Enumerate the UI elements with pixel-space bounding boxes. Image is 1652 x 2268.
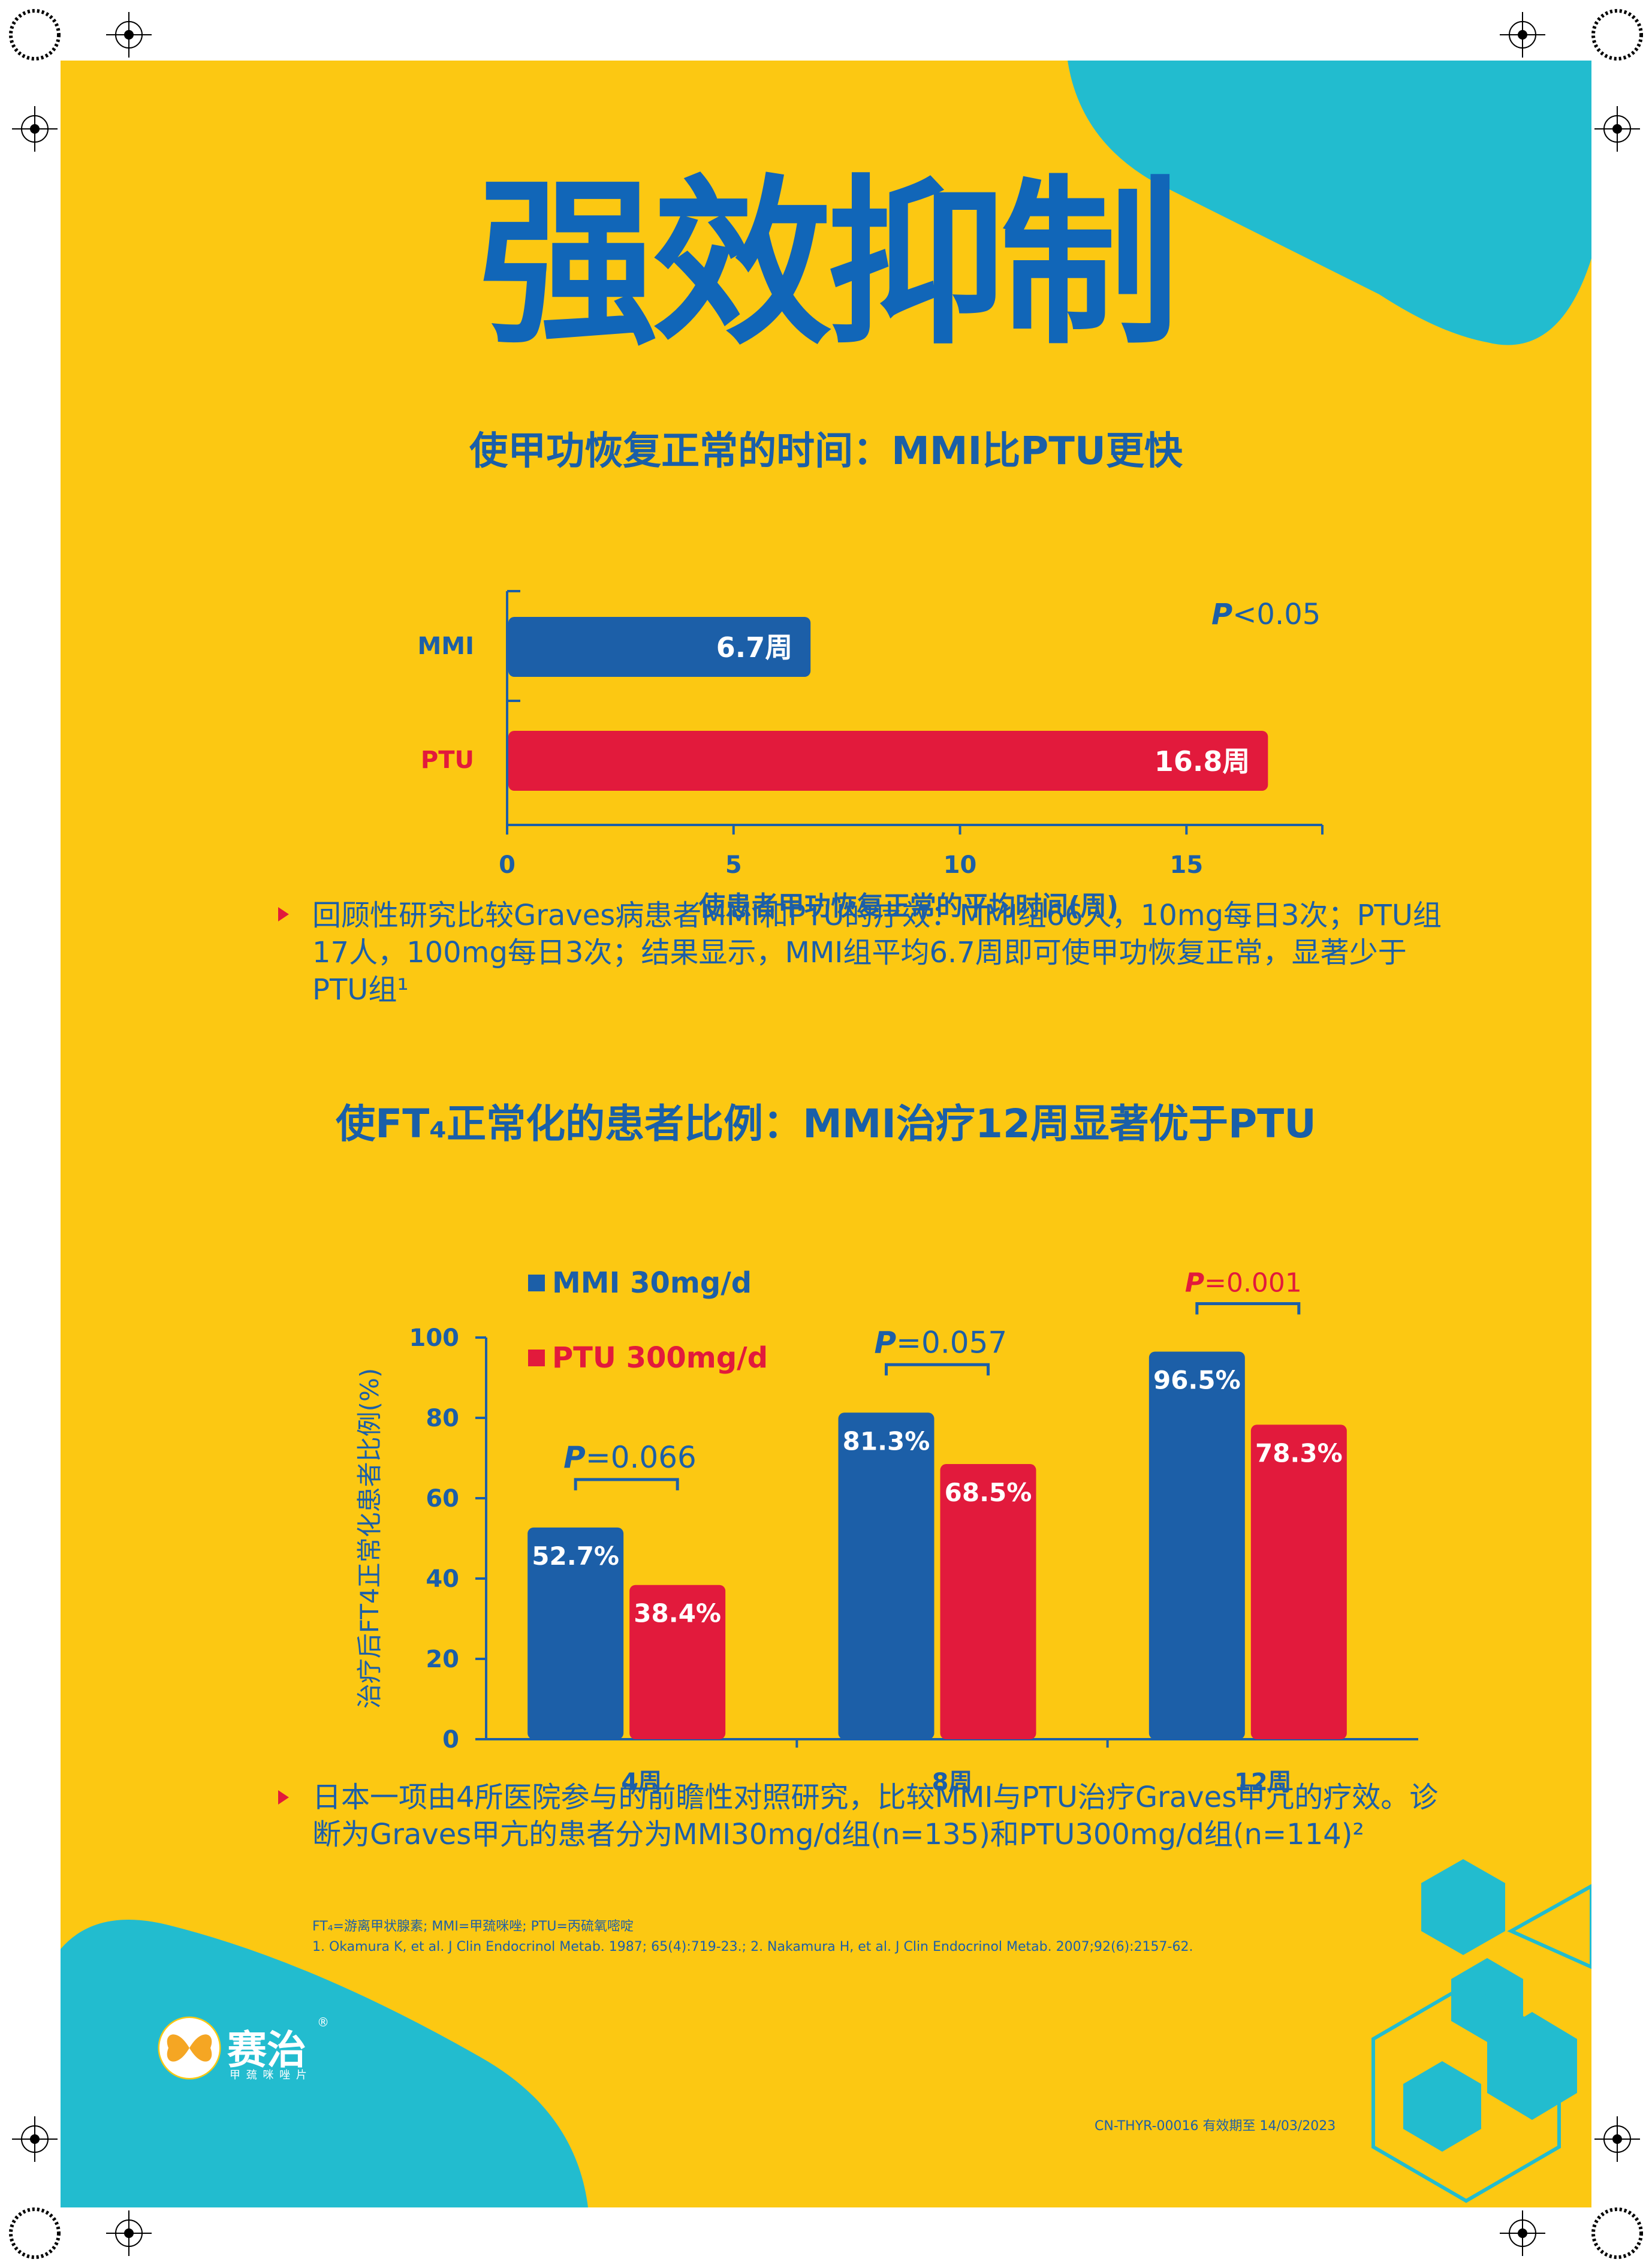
- registration-center: [1518, 2228, 1527, 2238]
- bar-ptu: [1250, 1424, 1347, 1739]
- references-footnote: 1. Okamura K, et al. J Clin Endocrinol M…: [312, 1939, 1193, 1954]
- registration-starburst: [9, 9, 61, 61]
- background-decorations: [61, 61, 1591, 2207]
- y-tick-label: 40: [426, 1565, 459, 1593]
- brand-logo: 赛治 ® 甲 巯 咪 唑 片: [156, 2015, 348, 2087]
- chart-time-to-euthyroid: 0 5 10 15 6.7周 MMI 16.8周 PTU P<0.05 使患者甲功恢复正常的平均时…: [418, 590, 1324, 921]
- y-tick-label: 100: [409, 1324, 460, 1352]
- bullet-icon: [278, 1790, 289, 1805]
- x-tick-label: 8周: [932, 1769, 973, 1796]
- chart-ft4-normalization: 0 20 40 60 80 100 治疗后FT4正常化患者比例(%) 4周 52.7% 38.4%…: [355, 1266, 1418, 1796]
- registration-starburst: [9, 2207, 61, 2259]
- legend-swatch: [528, 1275, 545, 1291]
- y-tick-label: 0: [442, 1726, 459, 1754]
- registration-center: [124, 30, 134, 40]
- brand-name: 赛治: [227, 2027, 306, 2073]
- section2-bullet: 日本一项由4所医院参与的前瞻性对照研究，比较MMI与PTU治疗Graves甲亢的…: [312, 1781, 1439, 1851]
- poster: 强效抑制 使甲功恢复正常的时间：MMI比PTU更快 0 5 10 15 6.7周 MMI 1…: [61, 61, 1591, 2207]
- hexagon-cluster: [1403, 1859, 1577, 2152]
- registration-center: [1518, 30, 1527, 40]
- p-value-annotation: P<0.05: [1211, 598, 1321, 631]
- bar-ptu: [629, 1585, 726, 1739]
- bar-value-label: 38.4%: [634, 1599, 721, 1628]
- registration-starburst: [1591, 2207, 1643, 2259]
- category-label: PTU: [421, 746, 474, 774]
- bar-value-label: 68.5%: [945, 1478, 1032, 1507]
- p-value-annotation: P=0.066: [563, 1440, 697, 1475]
- registration-center: [30, 2134, 40, 2144]
- registration-center: [30, 124, 40, 134]
- section1-heading: 使甲功恢复正常的时间：MMI比PTU更快: [469, 429, 1183, 474]
- bar-ptu: [508, 731, 1268, 791]
- document-code: CN-THYR-00016 有效期至 14/03/2023: [1095, 2119, 1336, 2134]
- bar-value-label: 6.7周: [716, 631, 793, 664]
- bar-ptu: [940, 1464, 1036, 1739]
- x-tick-label: 10: [943, 851, 977, 879]
- bar-mmi: [527, 1527, 624, 1739]
- bar-mmi: [508, 617, 811, 677]
- x-tick-label: 5: [725, 851, 742, 879]
- page-title: 强效抑制: [478, 159, 1180, 369]
- bar-value-label: 78.3%: [1255, 1438, 1343, 1468]
- legend-swatch: [528, 1350, 545, 1366]
- registration-center: [124, 2228, 134, 2238]
- brand-subtitle: 甲 巯 咪 唑 片: [230, 2069, 308, 2082]
- x-tick-label: 4周: [621, 1769, 662, 1796]
- legend-label: PTU 300mg/d: [552, 1341, 768, 1375]
- y-tick-label: 20: [426, 1646, 459, 1673]
- x-axis-label: 使患者甲功恢复正常的平均时间(周): [699, 891, 1119, 921]
- abbreviations-footnote: FT₄=游离甲状腺素; MMI=甲巯咪唑; PTU=丙硫氧嘧啶: [312, 1919, 634, 1934]
- y-tick-label: 60: [426, 1485, 459, 1513]
- p-value-annotation: P=0.001: [1185, 1267, 1302, 1298]
- bar-value-label: 81.3%: [843, 1426, 930, 1456]
- registration-center: [1612, 2134, 1622, 2144]
- significance-bracket: [574, 1478, 679, 1490]
- registration-starburst: [1591, 9, 1643, 61]
- p-value-annotation: P=0.057: [875, 1325, 1008, 1360]
- significance-bracket: [1195, 1302, 1301, 1315]
- butterfly-icon: [158, 2016, 221, 2080]
- bottom-left-teal-shape: [61, 1920, 588, 2207]
- bar-mmi: [838, 1412, 934, 1739]
- bar-value-label: 16.8周: [1154, 745, 1250, 778]
- section1-bullet: 回顾性研究比较Graves病患者MMI和PTU的疗效：MMI组66人，10mg每…: [312, 899, 1442, 1007]
- significance-bracket: [885, 1363, 990, 1376]
- section2-heading: 使FT₄正常化的患者比例：MMI治疗12周显著优于PTU: [336, 1101, 1316, 1147]
- x-tick-label: 15: [1169, 851, 1203, 879]
- brand-registered-mark: ®: [317, 2015, 329, 2029]
- y-tick-label: 80: [426, 1405, 459, 1432]
- bar-value-label: 96.5%: [1153, 1365, 1241, 1394]
- legend-label: MMI 30mg/d: [552, 1266, 752, 1300]
- category-label: MMI: [418, 632, 475, 660]
- x-tick-label: 0: [499, 851, 516, 879]
- hexagon-outlines: [1371, 1884, 1591, 2203]
- registration-center: [1612, 124, 1622, 134]
- bar-value-label: 52.7%: [532, 1541, 619, 1571]
- top-right-teal-shape: [1068, 61, 1591, 345]
- x-tick-label: 12周: [1234, 1769, 1292, 1796]
- bar-mmi: [1148, 1351, 1245, 1739]
- bullet-icon: [278, 907, 289, 921]
- y-axis-label: 治疗后FT4正常化患者比例(%): [355, 1368, 384, 1709]
